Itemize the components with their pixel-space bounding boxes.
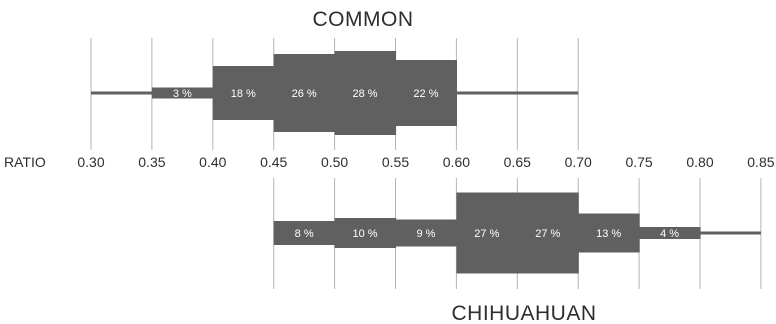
tick-label: 0.80 [686, 154, 713, 170]
bottom-series-title: CHIHUAHUAN [451, 302, 596, 324]
tick-label: 0.65 [504, 154, 531, 170]
bar-value-label: 18 % [231, 88, 256, 100]
bar [273, 221, 336, 245]
bar [578, 213, 640, 253]
tick-label: 0.60 [443, 154, 470, 170]
axis-label: RATIO [4, 154, 46, 170]
bar [395, 60, 457, 126]
bar-labels: 3 % 18 % 26 % 28 % 22 % 8 % 10 % 9 % 27 % 27 % 13 … [173, 88, 679, 240]
bar-value-label: 28 % [353, 88, 378, 100]
tick-label: 0.75 [625, 154, 652, 170]
bar-value-label: 3 % [173, 88, 192, 100]
bar [334, 218, 397, 248]
bar-value-label: 9 % [416, 228, 435, 240]
bar [456, 192, 518, 274]
bar-value-label: 27 % [535, 228, 560, 240]
bars [91, 51, 761, 274]
tick-label: 0.45 [260, 154, 287, 170]
bar-value-label: 22 % [413, 88, 438, 100]
bar [273, 54, 336, 132]
bar-value-label: 27 % [474, 228, 499, 240]
tick-label: 0.55 [382, 154, 409, 170]
bar [517, 192, 579, 274]
tick-label: 0.35 [138, 154, 165, 170]
bar-value-label: 13 % [596, 228, 621, 240]
bar-value-label: 10 % [353, 228, 378, 240]
tick-label: 0.40 [199, 154, 226, 170]
bar-value-label: 4 % [660, 228, 679, 240]
tick-labels: 0.30 0.35 0.40 0.45 0.50 0.55 0.60 0.65 0.70 0.75… [77, 154, 774, 170]
bar-value-label: 26 % [292, 88, 317, 100]
tick-label: 0.30 [77, 154, 104, 170]
bar-value-label: 8 % [295, 228, 314, 240]
tick-label: 0.50 [321, 154, 348, 170]
bar [212, 66, 275, 120]
bar [639, 227, 701, 239]
bar [334, 51, 397, 135]
top-series-title: COMMON [313, 8, 414, 31]
tick-label: 0.85 [747, 154, 774, 170]
tick-label: 0.70 [565, 154, 592, 170]
bar [395, 219, 457, 247]
bar [151, 87, 214, 99]
